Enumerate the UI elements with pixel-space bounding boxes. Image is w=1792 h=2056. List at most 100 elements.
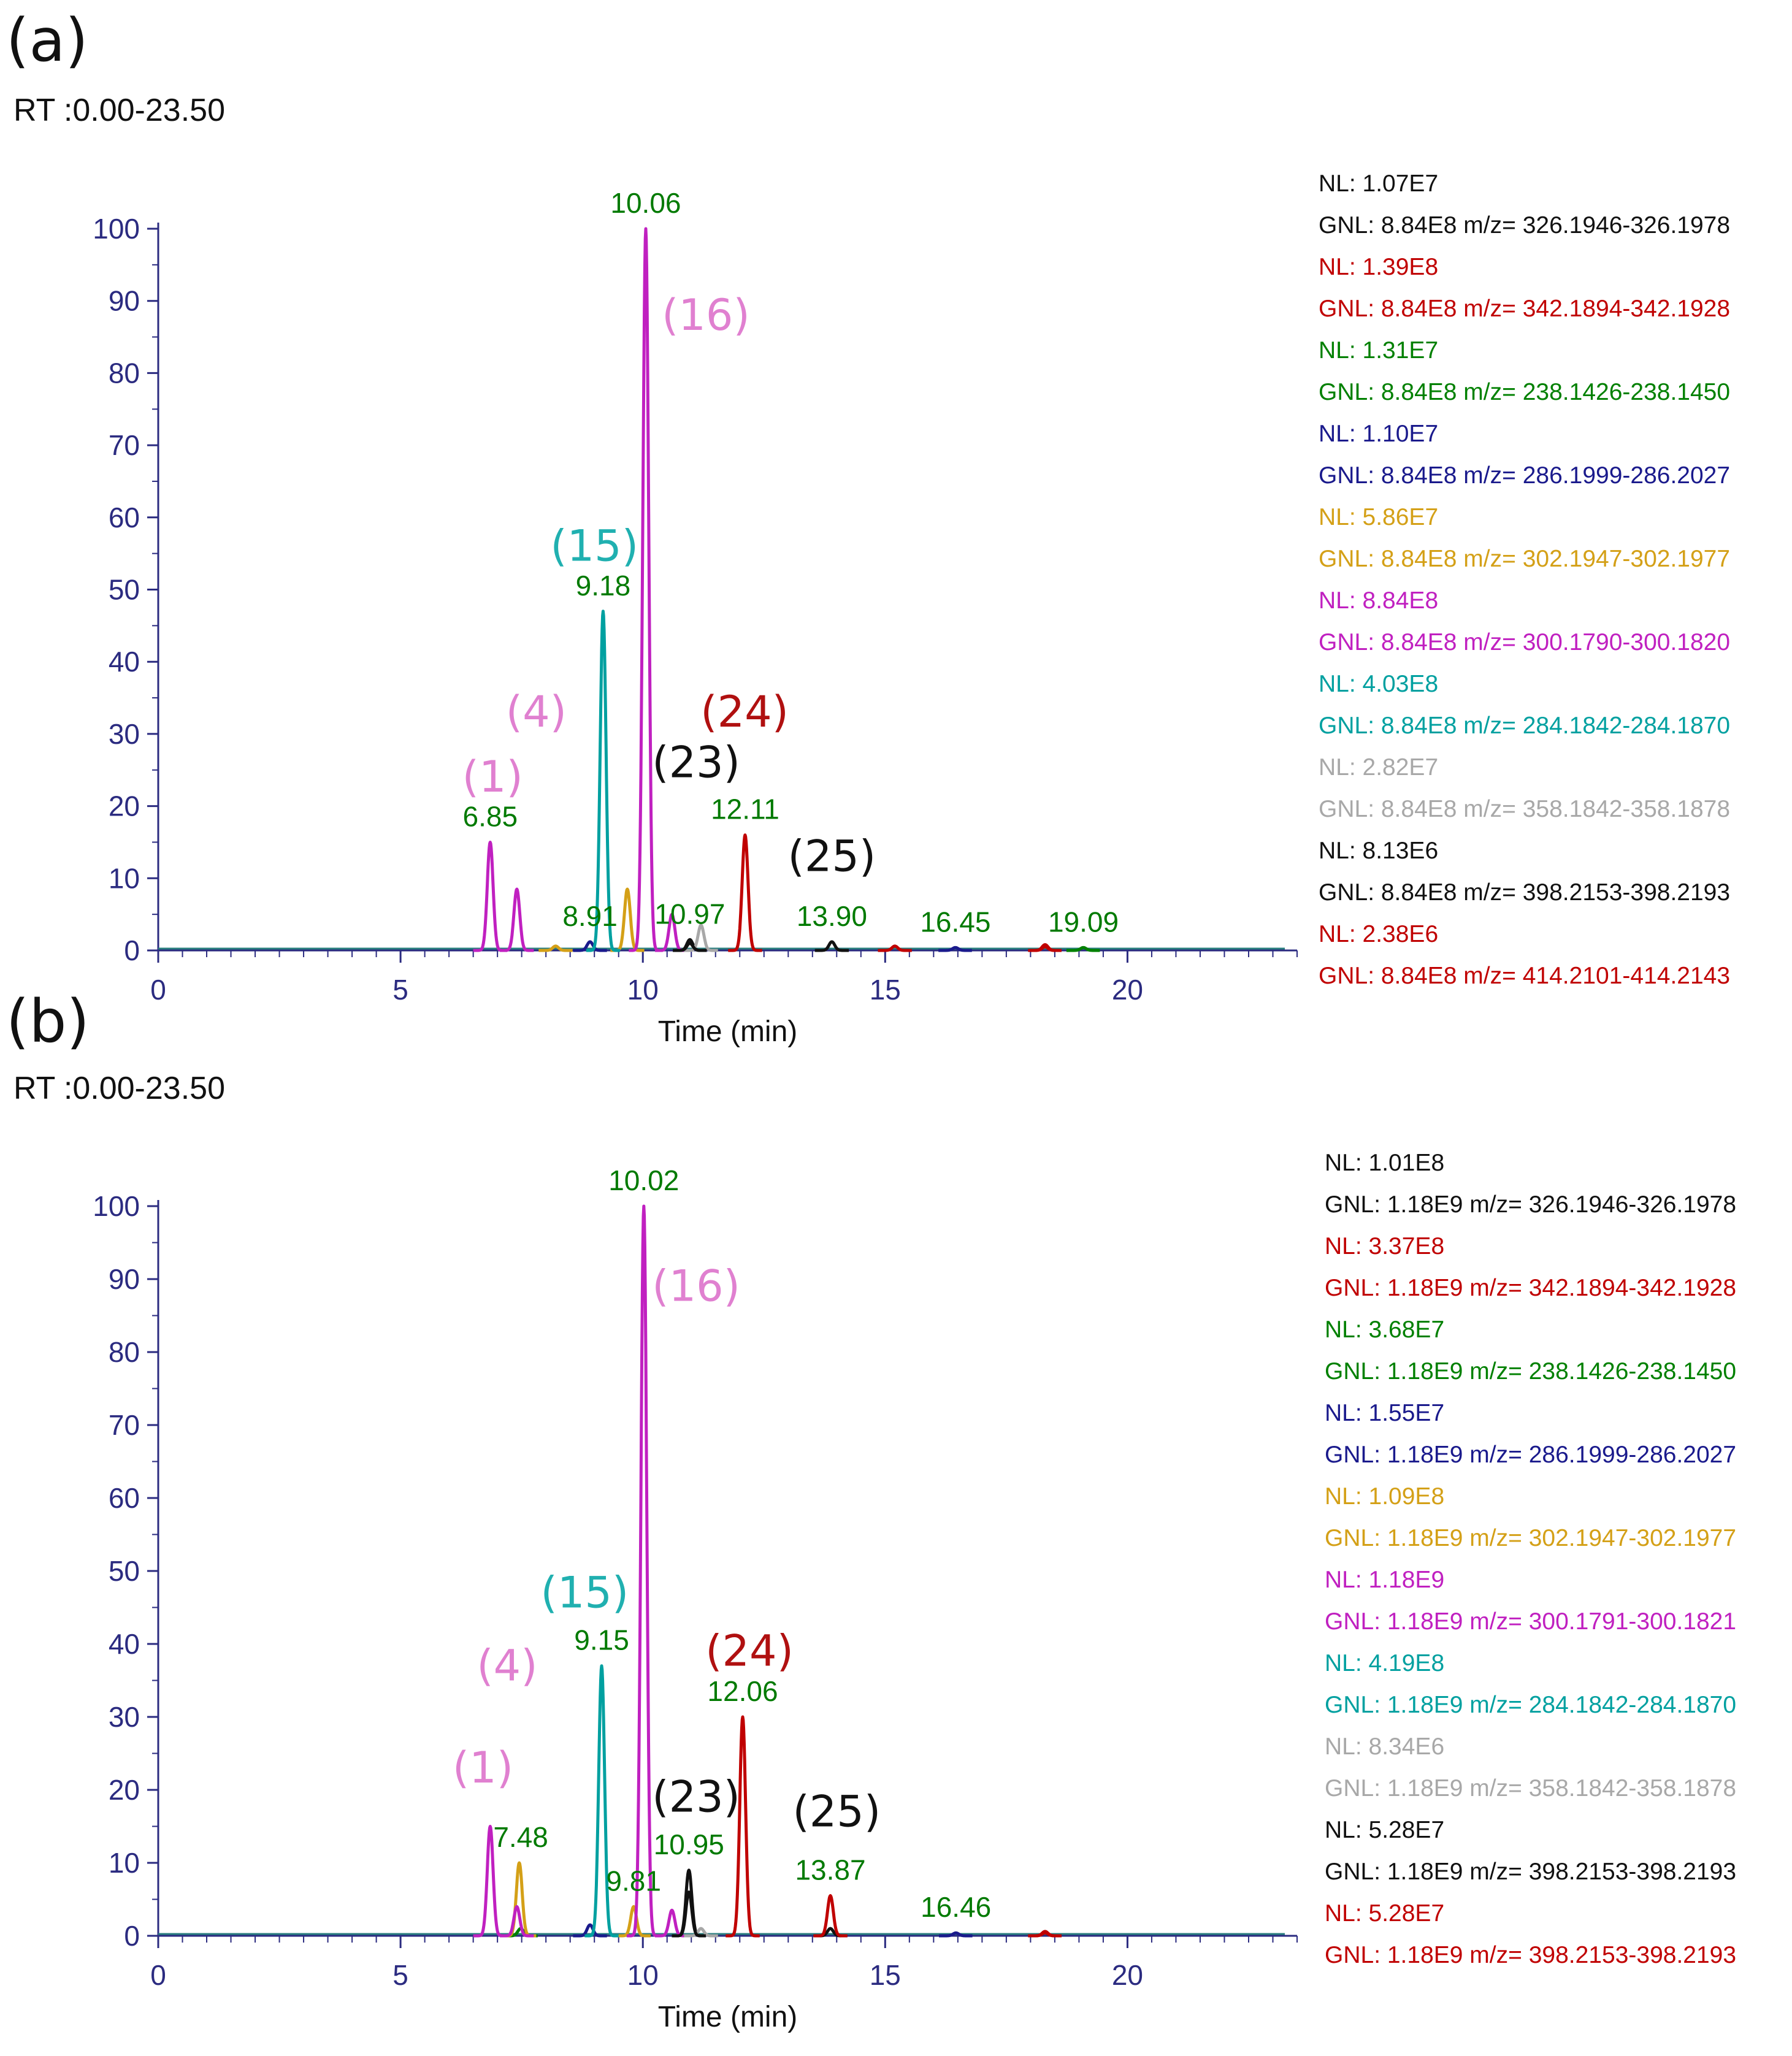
legend-nl-entry: NL: 8.13E6 — [1319, 838, 1439, 864]
legend-nl-entry: NL: 5.86E7 — [1319, 504, 1439, 530]
legend-gnl-entry: GNL: 8.84E8 m/z= 300.1790-300.1820 — [1319, 629, 1731, 655]
series-9-peak-0 — [1027, 945, 1063, 952]
legend-nl-entry: NL: 3.37E8 — [1325, 1233, 1445, 1259]
legend-gnl-entry: GNL: 1.18E9 m/z= 398.2153-398.2193 — [1325, 1859, 1737, 1885]
legend-nl-entry: NL: 1.31E7 — [1319, 337, 1439, 364]
legend-gnl-entry: GNL: 1.18E9 m/z= 398.2153-398.2193 — [1325, 1942, 1737, 1968]
rt-range-label-b: RT :0.00-23.50 — [13, 1071, 225, 1106]
peak-label: 6.85 — [463, 800, 518, 832]
x-tick-label: 0 — [150, 1959, 166, 1991]
series-5-peak-3 — [654, 1908, 690, 1938]
legend-gnl-entry: GNL: 1.18E9 m/z= 342.1894-342.1928 — [1325, 1275, 1737, 1301]
series-1-peak-1 — [812, 1894, 849, 1938]
x-tick-label: 15 — [870, 974, 901, 1006]
series-4-peak-0 — [501, 1861, 538, 1938]
legend-gnl-entry: GNL: 1.18E9 m/z= 284.1842-284.1870 — [1325, 1692, 1737, 1718]
y-tick-label: 80 — [109, 357, 140, 389]
peak-label: 9.15 — [574, 1624, 629, 1656]
peak-label: 12.06 — [707, 1675, 778, 1707]
series-9-peak-0 — [1027, 1931, 1063, 1938]
legend-nl-entry: NL: 8.34E6 — [1325, 1733, 1445, 1760]
series-7-peak-0 — [683, 1927, 719, 1938]
peak-label: 10.97 — [654, 898, 725, 930]
y-tick-label: 10 — [109, 1847, 140, 1879]
series-1-peak-0 — [727, 833, 764, 952]
y-tick-label: 100 — [93, 1190, 140, 1222]
series-6-peak-0 — [585, 610, 621, 952]
series-5-peak-2 — [627, 227, 664, 952]
series-1-peak-0 — [724, 1715, 761, 1938]
series-5-peak-0 — [472, 841, 508, 952]
chromatogram-panel-b: (b) RT :0.00-23.50 0 10 20 30 40 50 60 70 80 90 10… — [0, 984, 1792, 2056]
peak-label: 10.02 — [608, 1164, 679, 1196]
legend-gnl-entry: GNL: 8.84E8 m/z= 302.1947-302.1977 — [1319, 546, 1731, 572]
legend-nl-entry: NL: 1.10E7 — [1319, 421, 1439, 447]
y-tick-label: 40 — [109, 646, 140, 678]
y-tick-label: 30 — [109, 718, 140, 750]
series-8-peak-0 — [672, 941, 708, 952]
legend-gnl-entry: GNL: 8.84E8 m/z= 284.1842-284.1870 — [1319, 713, 1731, 739]
legend-gnl-entry: GNL: 8.84E8 m/z= 286.1999-286.2027 — [1319, 462, 1731, 489]
y-tick-label: 60 — [109, 1482, 140, 1514]
peak-label: 10.95 — [654, 1829, 724, 1860]
y-tick-label: 90 — [109, 1263, 140, 1295]
compound-annotation: (23) — [652, 1772, 740, 1822]
series-5-peak-1 — [499, 887, 535, 952]
compound-annotation: (16) — [662, 290, 750, 340]
series-8-peak-0 — [670, 1890, 707, 1938]
legend-gnl-entry: GNL: 1.18E9 m/z= 326.1946-326.1978 — [1325, 1191, 1737, 1218]
x-axis-title: Time (min) — [658, 2001, 798, 2033]
peak-label: 8.91 — [562, 900, 618, 932]
chromatogram-plot-b: 0 10 20 30 40 50 60 70 80 90 100 0 5 10 15 20 Time (min)… — [93, 1164, 1298, 2033]
peak-label: 10.06 — [610, 187, 681, 219]
compound-annotation: (24) — [700, 687, 789, 737]
legend-nl-entry: NL: 2.38E6 — [1319, 921, 1439, 947]
peak-label: 12.11 — [711, 793, 779, 825]
legend-gnl-entry: GNL: 1.18E9 m/z= 302.1947-302.1977 — [1325, 1525, 1737, 1551]
compound-annotation: (25) — [788, 831, 876, 882]
legend-nl-entry: NL: 1.55E7 — [1325, 1400, 1445, 1426]
legend-nl-entry: NL: 5.28E7 — [1325, 1817, 1445, 1843]
series-1-peak-1 — [876, 944, 913, 952]
compound-annotation: (1) — [462, 752, 523, 802]
legend-gnl-entry: GNL: 8.84E8 m/z= 358.1842-358.1878 — [1319, 796, 1731, 822]
x-tick-label: 5 — [392, 1959, 408, 1991]
y-tick-label: 40 — [109, 1628, 140, 1660]
y-tick-label: 50 — [109, 1555, 140, 1587]
series-6-peak-0 — [583, 1664, 620, 1938]
compound-annotation: (4) — [477, 1641, 537, 1691]
x-tick-label: 5 — [392, 974, 408, 1006]
series-5-peak-1 — [499, 1905, 535, 1938]
peak-label: 16.45 — [920, 906, 990, 938]
legend-gnl-entry: GNL: 8.84E8 m/z= 414.2101-414.2143 — [1319, 963, 1731, 989]
peak-label: 7.48 — [493, 1821, 548, 1853]
chromatogram-plot-a: 0 10 20 30 40 50 60 70 80 90 100 0 5 10 15 20 Time (min)… — [93, 187, 1298, 1048]
legend-nl-entry: NL: 8.84E8 — [1319, 587, 1439, 614]
x-tick-label: 0 — [150, 974, 166, 1006]
series-0-peak-1 — [814, 940, 850, 952]
x-tick-label: 10 — [627, 1959, 659, 1991]
series-4-peak-0 — [537, 944, 574, 952]
compound-annotation: (1) — [453, 1743, 513, 1793]
legend-nl-entry: NL: 1.39E8 — [1319, 254, 1439, 280]
legend-gnl-entry: GNL: 1.18E9 m/z= 358.1842-358.1878 — [1325, 1775, 1737, 1802]
peak-label: 13.90 — [797, 900, 867, 932]
peak-label: 13.87 — [795, 1854, 865, 1886]
compound-annotation: (15) — [550, 521, 638, 571]
series-7-peak-0 — [683, 923, 719, 952]
peak-label: 9.18 — [576, 570, 631, 602]
peak-label: 19.09 — [1048, 906, 1119, 938]
series-3-peak-1 — [938, 1931, 974, 1938]
compound-annotation: (15) — [541, 1568, 629, 1618]
rt-range-label-a: RT :0.00-23.50 — [13, 93, 225, 128]
legend-gnl-entry: GNL: 1.18E9 m/z= 286.1999-286.2027 — [1325, 1442, 1737, 1468]
x-tick-label: 20 — [1112, 1959, 1143, 1991]
compound-annotation: (24) — [705, 1626, 794, 1676]
y-tick-label: 0 — [124, 1920, 140, 1952]
x-tick-label: 15 — [870, 1959, 901, 1991]
y-tick-label: 10 — [109, 862, 140, 894]
legend-nl-entry: NL: 4.19E8 — [1325, 1650, 1445, 1676]
legend-nl-entry: NL: 5.28E7 — [1325, 1900, 1445, 1927]
x-tick-label: 10 — [627, 974, 659, 1006]
series-3-peak-1 — [937, 946, 973, 952]
